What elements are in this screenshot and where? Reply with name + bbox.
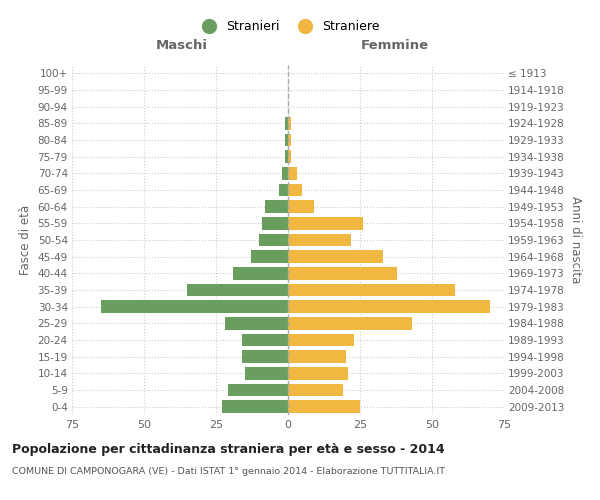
Bar [285, 134, 288, 146]
Y-axis label: Anni di nascita: Anni di nascita [569, 196, 581, 284]
Bar [285, 117, 288, 130]
Bar [245, 367, 288, 380]
Legend: Stranieri, Straniere: Stranieri, Straniere [191, 15, 385, 38]
Bar [251, 250, 288, 263]
Bar [233, 267, 288, 280]
Bar [288, 134, 291, 146]
Bar [101, 300, 288, 313]
Text: Popolazione per cittadinanza straniera per età e sesso - 2014: Popolazione per cittadinanza straniera p… [12, 442, 445, 456]
Bar [288, 150, 291, 163]
Text: Maschi: Maschi [155, 38, 208, 52]
Bar [187, 284, 288, 296]
Text: COMUNE DI CAMPONOGARA (VE) - Dati ISTAT 1° gennaio 2014 - Elaborazione TUTTITALI: COMUNE DI CAMPONOGARA (VE) - Dati ISTAT … [12, 468, 445, 476]
Bar [227, 384, 288, 396]
Bar [288, 384, 343, 396]
Bar [224, 317, 288, 330]
Bar [242, 350, 288, 363]
Bar [288, 267, 397, 280]
Bar [288, 234, 352, 246]
Bar [288, 400, 360, 413]
Bar [288, 250, 383, 263]
Bar [288, 317, 412, 330]
Bar [262, 217, 288, 230]
Bar [288, 350, 346, 363]
Bar [288, 334, 354, 346]
Bar [259, 234, 288, 246]
Bar [288, 200, 314, 213]
Bar [288, 300, 490, 313]
Text: Femmine: Femmine [361, 38, 428, 52]
Bar [288, 184, 302, 196]
Y-axis label: Fasce di età: Fasce di età [19, 205, 32, 275]
Bar [280, 184, 288, 196]
Bar [288, 117, 291, 130]
Bar [265, 200, 288, 213]
Bar [285, 150, 288, 163]
Bar [288, 367, 349, 380]
Bar [288, 217, 363, 230]
Bar [242, 334, 288, 346]
Bar [288, 284, 455, 296]
Bar [288, 167, 296, 179]
Bar [282, 167, 288, 179]
Bar [222, 400, 288, 413]
